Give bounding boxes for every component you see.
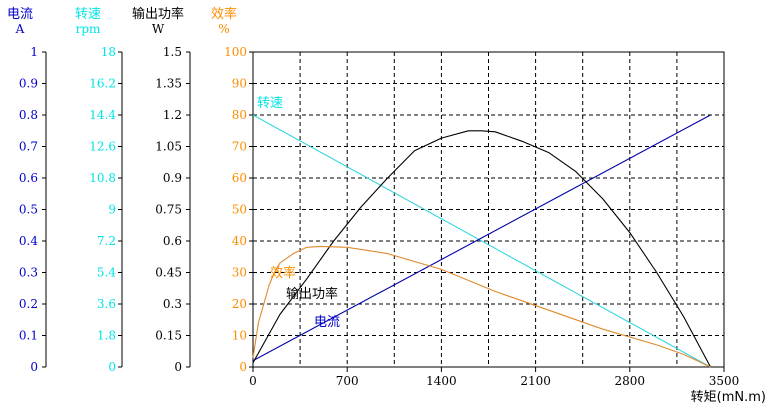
y-tick-label-efficiency: 80 bbox=[232, 108, 247, 122]
curve-label-2: 输出功率 bbox=[286, 286, 338, 302]
series-group bbox=[252, 114, 711, 368]
y-axis-unit-current: A bbox=[15, 22, 25, 36]
series-line-power bbox=[252, 130, 711, 368]
y-tick-label-current: 0 bbox=[30, 360, 38, 374]
y-tick-label-current: 0.1 bbox=[19, 329, 38, 343]
x-tick-label: 1400 bbox=[426, 374, 457, 388]
x-axis-label: 转矩(mN.m) bbox=[691, 390, 766, 405]
y-tick-label-current: 0.2 bbox=[19, 297, 38, 311]
y-tick-label-power: 0.3 bbox=[163, 297, 182, 311]
y-tick-label-efficiency: 90 bbox=[232, 77, 247, 91]
series-line-current bbox=[252, 114, 711, 362]
y-tick-label-power: 0.6 bbox=[163, 234, 182, 248]
y-tick-label-speed: 0 bbox=[108, 360, 116, 374]
y-tick-label-current: 0.6 bbox=[19, 171, 38, 185]
curve-label-0: 转速 bbox=[257, 96, 283, 111]
y-tick-label-speed: 14.4 bbox=[89, 108, 116, 122]
y-tick-label-current: 0.5 bbox=[19, 203, 38, 217]
y-tick-label-power: 0 bbox=[174, 360, 182, 374]
y-tick-label-efficiency: 70 bbox=[232, 140, 247, 154]
x-axis: 0 700 1400 2100 2800 3500 转矩(mN.m) bbox=[249, 367, 766, 405]
curve-label-1: 效率 bbox=[270, 265, 296, 281]
x-tick-label: 700 bbox=[336, 374, 359, 388]
y-tick-label-speed: 3.6 bbox=[97, 297, 116, 311]
y-axis-title-speed: 转速 bbox=[75, 7, 101, 22]
y-tick-label-power: 1.2 bbox=[163, 108, 182, 122]
curve-label-3: 电流 bbox=[314, 315, 340, 330]
y-tick-label-speed: 5.4 bbox=[97, 266, 116, 280]
y-tick-label-efficiency: 10 bbox=[232, 329, 247, 343]
y-tick-label-power: 0.45 bbox=[155, 266, 182, 280]
y-tick-label-speed: 18 bbox=[101, 45, 116, 59]
y-tick-label-efficiency: 0 bbox=[239, 360, 247, 374]
x-tick-label: 2800 bbox=[615, 374, 646, 388]
y-tick-label-current: 1 bbox=[30, 45, 38, 59]
y-axis-title-current: 电流 bbox=[7, 7, 33, 22]
y-tick-label-efficiency: 30 bbox=[232, 266, 247, 280]
y-tick-label-power: 1.5 bbox=[163, 45, 182, 59]
y-tick-label-power: 0.75 bbox=[155, 203, 182, 217]
y-tick-label-efficiency: 100 bbox=[224, 45, 247, 59]
series-line-speed bbox=[252, 114, 711, 368]
y-axis-unit-efficiency: % bbox=[218, 22, 229, 36]
x-tick-label: 2100 bbox=[520, 374, 551, 388]
y-tick-label-speed: 9 bbox=[108, 203, 116, 217]
y-tick-label-current: 0.9 bbox=[19, 77, 38, 91]
y-tick-label-speed: 7.2 bbox=[97, 234, 116, 248]
y-axis-current: 电流A 0 0.1 0.2 0.3 0.4 0.5 0.6 0.7 0.8 0.9 1 bbox=[7, 7, 47, 374]
x-tick-label: 3500 bbox=[709, 374, 740, 388]
y-tick-label-efficiency: 60 bbox=[232, 171, 247, 185]
y-tick-label-speed: 12.6 bbox=[89, 140, 116, 154]
y-tick-label-power: 1.35 bbox=[155, 77, 182, 91]
y-tick-label-speed: 16.2 bbox=[89, 77, 116, 91]
y-tick-label-power: 1.05 bbox=[155, 140, 182, 154]
y-tick-label-power: 0.15 bbox=[155, 329, 182, 343]
y-axis-title-power: 输出功率 bbox=[132, 6, 184, 22]
y-tick-label-speed: 1.8 bbox=[97, 329, 116, 343]
y-tick-label-current: 0.4 bbox=[19, 234, 38, 248]
y-tick-label-current: 0.3 bbox=[19, 266, 38, 280]
y-tick-label-efficiency: 50 bbox=[232, 203, 247, 217]
y-tick-label-current: 0.8 bbox=[19, 108, 38, 122]
x-tick-label: 0 bbox=[249, 374, 257, 388]
y-tick-label-power: 0.9 bbox=[163, 171, 182, 185]
series-line-efficiency bbox=[252, 245, 711, 368]
y-axis-unit-power: W bbox=[152, 22, 165, 36]
y-tick-label-current: 0.7 bbox=[19, 140, 38, 154]
y-axis-unit-speed: rpm bbox=[76, 22, 101, 36]
y-tick-label-efficiency: 40 bbox=[232, 234, 247, 248]
y-axis-efficiency: 效率% 0 10 20 30 40 50 60 70 80 90 100 bbox=[211, 6, 253, 374]
y-axis-title-efficiency: 效率 bbox=[211, 6, 237, 22]
y-tick-label-speed: 10.8 bbox=[89, 171, 116, 185]
y-tick-label-efficiency: 20 bbox=[232, 297, 247, 311]
